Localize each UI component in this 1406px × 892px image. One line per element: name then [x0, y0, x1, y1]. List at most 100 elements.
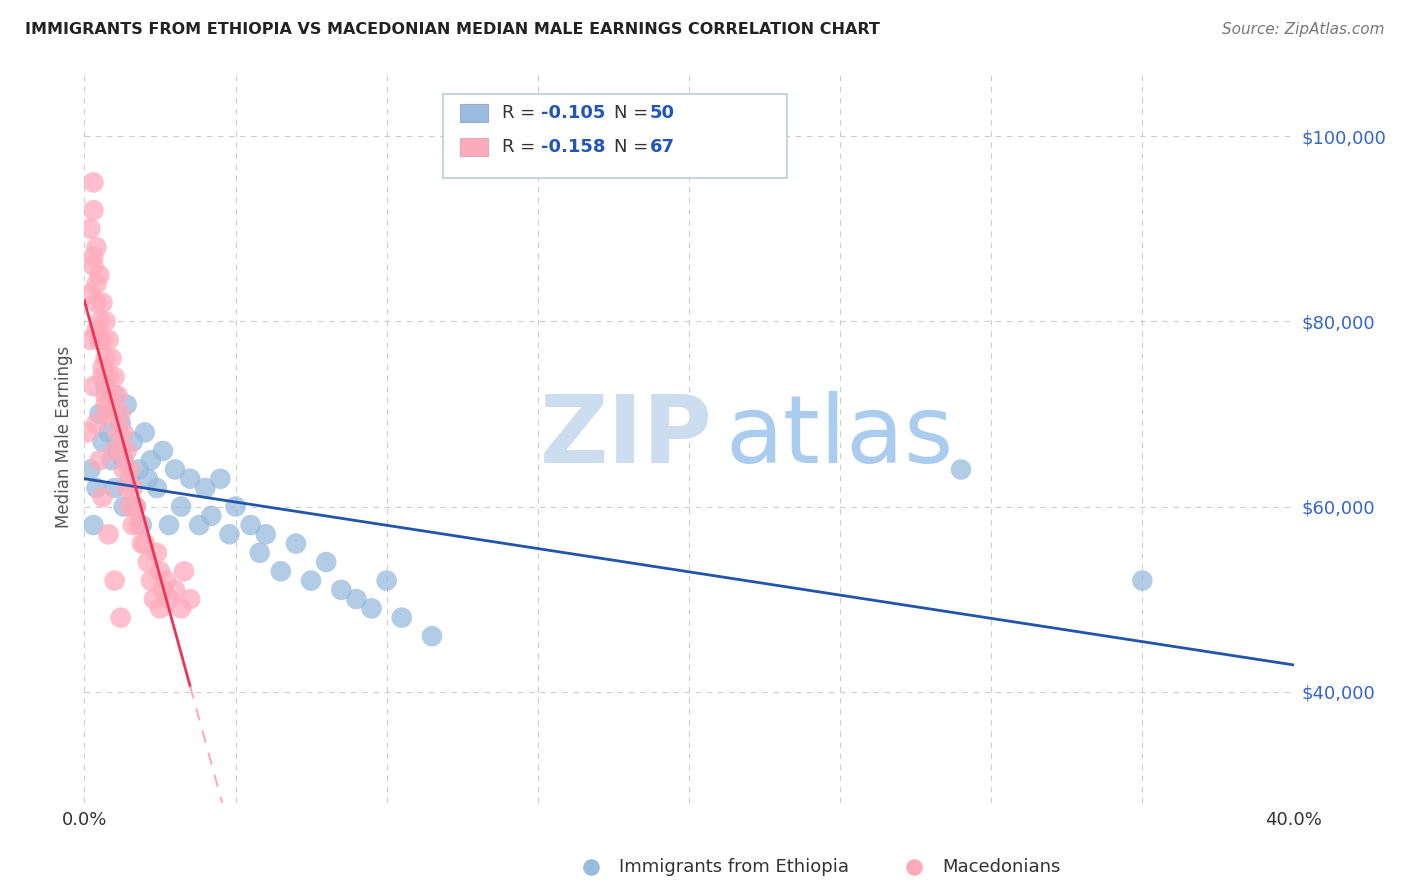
Point — [157, 592, 180, 607]
Point — [89, 407, 111, 421]
Text: R =: R = — [502, 104, 541, 122]
Point — [89, 268, 111, 282]
Point — [125, 500, 148, 514]
Point — [179, 472, 201, 486]
Point — [104, 444, 127, 458]
Point — [209, 472, 232, 486]
Point — [104, 481, 127, 495]
Point — [112, 500, 135, 514]
Point — [86, 481, 108, 495]
Point — [89, 453, 111, 467]
Point — [254, 527, 277, 541]
Point — [155, 574, 177, 588]
Point — [149, 565, 172, 579]
Point — [100, 388, 122, 402]
Point — [100, 453, 122, 467]
Point — [97, 407, 120, 421]
Point — [107, 444, 129, 458]
Point — [165, 582, 187, 597]
Point — [94, 314, 117, 328]
Point — [134, 425, 156, 440]
Point — [360, 601, 382, 615]
Point — [136, 472, 159, 486]
Point — [200, 508, 222, 523]
Point — [346, 592, 368, 607]
Point — [903, 860, 925, 874]
Point — [79, 221, 101, 235]
Point — [131, 536, 153, 550]
Point — [330, 582, 353, 597]
Point — [115, 444, 138, 458]
Point — [89, 314, 111, 328]
Point — [128, 518, 150, 533]
Point — [121, 481, 143, 495]
Text: atlas: atlas — [725, 391, 953, 483]
Point — [82, 250, 104, 264]
Point — [157, 518, 180, 533]
Point — [91, 333, 114, 347]
Point — [100, 351, 122, 366]
Point — [270, 565, 292, 579]
Point — [165, 462, 187, 476]
Point — [97, 333, 120, 347]
Point — [315, 555, 337, 569]
Point — [82, 259, 104, 273]
Point — [239, 518, 262, 533]
Point — [97, 370, 120, 384]
Point — [249, 546, 271, 560]
Y-axis label: Median Male Earnings: Median Male Earnings — [55, 346, 73, 528]
Text: -0.158: -0.158 — [541, 138, 606, 156]
Point — [110, 416, 132, 430]
Point — [107, 425, 129, 440]
Point — [97, 425, 120, 440]
Point — [91, 370, 114, 384]
Point — [950, 462, 973, 476]
Point — [118, 472, 141, 486]
Point — [82, 518, 104, 533]
Point — [82, 176, 104, 190]
Text: 67: 67 — [650, 138, 675, 156]
Point — [152, 444, 174, 458]
Point — [420, 629, 443, 643]
Point — [86, 277, 108, 292]
Point — [104, 370, 127, 384]
Point — [121, 518, 143, 533]
Point — [115, 481, 138, 495]
Text: N =: N = — [614, 104, 654, 122]
Point — [82, 203, 104, 218]
Point — [131, 518, 153, 533]
Point — [139, 453, 162, 467]
Point — [91, 295, 114, 310]
Point — [118, 500, 141, 514]
Text: IMMIGRANTS FROM ETHIOPIA VS MACEDONIAN MEDIAN MALE EARNINGS CORRELATION CHART: IMMIGRANTS FROM ETHIOPIA VS MACEDONIAN M… — [25, 22, 880, 37]
Point — [188, 518, 211, 533]
Point — [86, 416, 108, 430]
Point — [86, 240, 108, 254]
Point — [91, 360, 114, 375]
Point — [134, 536, 156, 550]
Point — [86, 324, 108, 338]
Text: Macedonians: Macedonians — [942, 858, 1060, 876]
Point — [110, 444, 132, 458]
Point — [104, 388, 127, 402]
Text: 50: 50 — [650, 104, 675, 122]
Text: R =: R = — [502, 138, 541, 156]
Point — [97, 527, 120, 541]
Point — [299, 574, 322, 588]
Point — [110, 407, 132, 421]
Point — [94, 398, 117, 412]
Point — [86, 295, 108, 310]
Point — [146, 546, 169, 560]
Point — [375, 574, 398, 588]
Point — [121, 434, 143, 449]
Point — [391, 610, 413, 624]
Point — [79, 333, 101, 347]
Point — [76, 425, 98, 440]
Point — [82, 379, 104, 393]
Point — [125, 500, 148, 514]
Point — [1130, 574, 1153, 588]
Point — [94, 379, 117, 393]
Point — [285, 536, 308, 550]
Point — [91, 434, 114, 449]
Point — [136, 555, 159, 569]
